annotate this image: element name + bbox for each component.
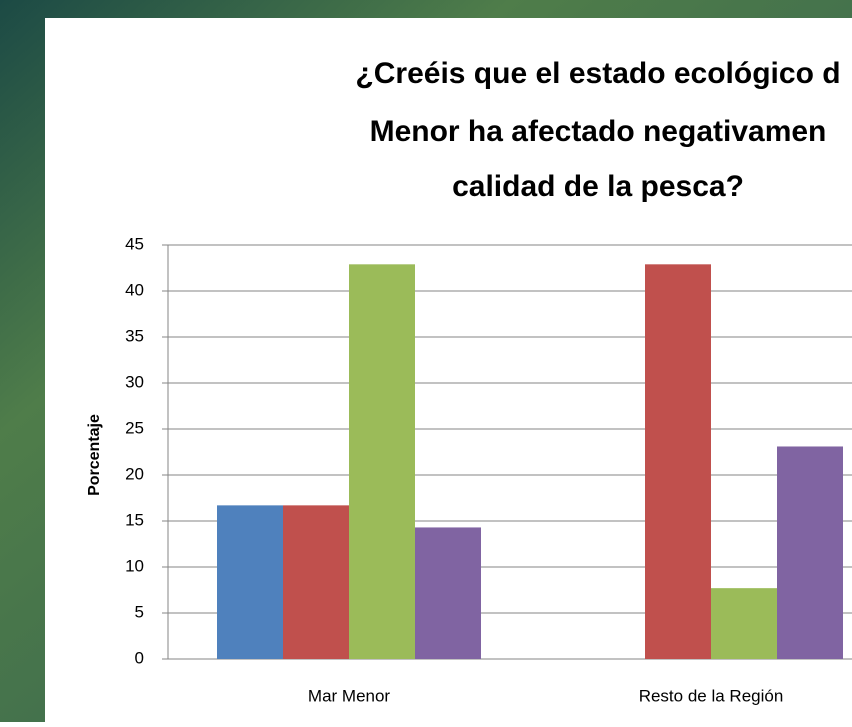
y-tick-label: 40 xyxy=(125,280,144,299)
chart-title: ¿Creéis que el estado ecológico d xyxy=(355,57,840,90)
y-axis-label: Porcentaje xyxy=(86,414,103,496)
y-tick-label: 10 xyxy=(125,556,144,575)
y-tick-label: 15 xyxy=(125,510,144,529)
y-tick-label: 20 xyxy=(125,464,144,483)
y-tick-label: 30 xyxy=(125,372,144,391)
chart: ¿Creéis que el estado ecológico d Menor … xyxy=(0,0,852,722)
y-tick-label: 0 xyxy=(135,648,144,667)
bar xyxy=(711,588,777,659)
x-tick-label: Resto de la Región xyxy=(639,686,784,705)
bar xyxy=(283,505,349,659)
x-tick-label: Mar Menor xyxy=(308,686,391,705)
page: ¿Creéis que el estado ecológico d Menor … xyxy=(0,0,852,722)
bar xyxy=(217,505,283,659)
chart-title: Menor ha afectado negativamen xyxy=(370,115,827,148)
bar xyxy=(415,527,481,659)
bar xyxy=(777,446,843,659)
y-tick-label: 25 xyxy=(125,418,144,437)
chart-title: calidad de la pesca? xyxy=(452,170,744,203)
bar xyxy=(349,264,415,659)
y-tick-label: 45 xyxy=(125,234,144,253)
y-tick-label: 35 xyxy=(125,326,144,345)
y-tick-label: 5 xyxy=(135,602,144,621)
bar xyxy=(645,264,711,659)
